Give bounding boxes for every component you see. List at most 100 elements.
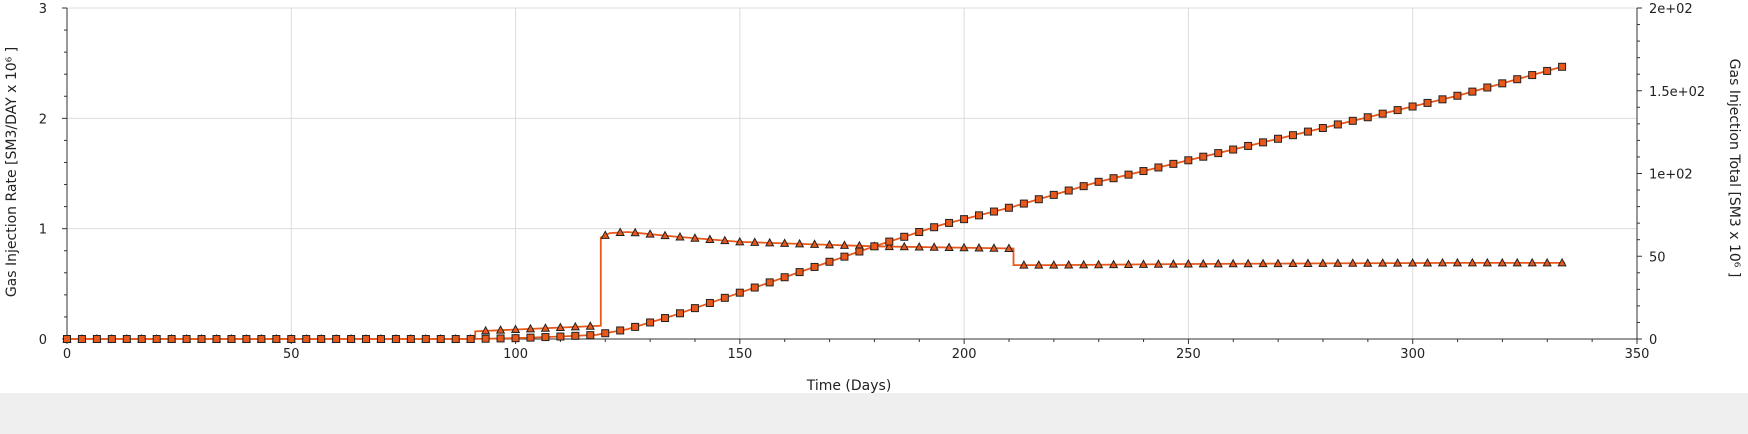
data-point-triangle	[989, 243, 999, 252]
data-point-triangle	[1258, 258, 1268, 268]
data-point-square	[571, 331, 580, 340]
data-point-triangle	[480, 325, 491, 335]
y-left-tick-label: 1	[39, 223, 47, 238]
data-point-square	[1229, 145, 1238, 154]
data-point-triangle	[1168, 259, 1179, 268]
data-point-triangle	[1348, 258, 1358, 267]
series-right-square	[63, 62, 1567, 343]
data-point-triangle	[1108, 259, 1119, 269]
data-point-square	[107, 335, 116, 343]
data-point-triangle	[585, 321, 595, 330]
data-point-triangle	[510, 324, 521, 334]
data-point-triangle	[1183, 258, 1193, 268]
data-point-triangle	[615, 227, 625, 236]
data-point-square	[1528, 71, 1537, 80]
data-point-square	[1049, 190, 1058, 199]
x-tick-label: 100	[503, 347, 528, 362]
data-point-square	[1199, 152, 1208, 161]
y-right-tick-label: 2e+02	[1649, 2, 1693, 17]
data-point-square	[765, 278, 774, 287]
data-point-square	[421, 335, 430, 343]
data-point-square	[317, 335, 326, 343]
data-point-square	[347, 335, 356, 343]
data-point-triangle	[690, 233, 700, 242]
tick-labels: 0 50 100 150 200 250 300 35001230501e+021.5e+02…	[39, 2, 1705, 362]
data-point-square	[1214, 149, 1223, 158]
data-point-square	[1169, 159, 1178, 168]
data-point-square	[735, 288, 744, 297]
data-point-triangle	[705, 234, 715, 243]
data-point-triangle	[1392, 258, 1403, 267]
data-point-square	[481, 334, 490, 343]
data-point-triangle	[630, 227, 640, 237]
data-point-triangle	[765, 237, 775, 247]
data-point-triangle	[929, 242, 939, 251]
data-point-triangle	[944, 242, 954, 252]
data-point-square	[1378, 109, 1387, 118]
y-right-axis-title: Gas Injection Total [SM3 x 10⁶ ]	[1726, 59, 1742, 278]
x-tick-label: 150	[727, 347, 752, 362]
data-point-triangle	[570, 321, 580, 331]
data-point-square	[1513, 75, 1522, 84]
data-point-square	[601, 329, 610, 338]
data-point-square	[1079, 182, 1088, 191]
data-point-triangle	[1303, 258, 1313, 267]
data-point-triangle	[735, 236, 745, 246]
data-point-triangle	[1557, 257, 1567, 267]
data-point-square	[825, 257, 834, 266]
data-point-square	[287, 335, 296, 343]
data-point-square	[675, 309, 684, 318]
data-point-square	[257, 335, 266, 343]
data-point-square	[945, 218, 954, 227]
data-point-triangle	[1318, 258, 1328, 267]
x-tick-label: 350	[1625, 347, 1650, 362]
data-point-triangle	[1378, 258, 1388, 267]
x-tick-label: 250	[1176, 347, 1201, 362]
data-point-square	[989, 207, 998, 216]
data-point-square	[720, 293, 729, 302]
data-point-square	[870, 242, 879, 251]
data-point-square	[1019, 199, 1028, 208]
data-point-triangle	[675, 231, 685, 241]
data-point-square	[152, 335, 161, 343]
data-point-triangle	[1467, 257, 1478, 267]
data-point-triangle	[720, 235, 730, 245]
data-point-square	[212, 335, 221, 343]
data-point-triangle	[600, 230, 610, 239]
data-point-square	[915, 228, 924, 237]
data-point-triangle	[525, 323, 536, 333]
data-point-square	[1244, 141, 1253, 150]
data-point-square	[436, 335, 445, 343]
x-axis-title: Time (Days)	[806, 378, 892, 393]
data-point-triangle	[1004, 243, 1014, 252]
data-point-triangle	[1213, 258, 1223, 268]
data-point-triangle	[1123, 259, 1134, 268]
data-point-square	[750, 283, 759, 292]
data-point-square	[1393, 106, 1402, 115]
data-point-triangle	[1138, 259, 1149, 268]
data-point-square	[77, 335, 86, 343]
data-point-triangle	[1198, 258, 1208, 268]
data-point-square	[1408, 102, 1417, 111]
data-point-triangle	[660, 230, 670, 240]
data-point-square	[616, 326, 625, 335]
data-point-square	[1558, 62, 1567, 71]
y-left-axis-title: Gas Injection Rate [SM3/DAY x 10⁶ ]	[4, 47, 20, 297]
series	[62, 62, 1567, 343]
data-point-square	[1004, 203, 1013, 212]
data-point-square	[810, 262, 819, 271]
data-point-square	[556, 332, 565, 341]
data-point-square	[302, 335, 311, 343]
data-point-square	[122, 335, 131, 343]
data-point-triangle	[645, 229, 655, 238]
data-point-square	[1468, 87, 1477, 96]
data-point-square	[975, 211, 984, 220]
data-point-square	[376, 335, 385, 343]
data-point-triangle	[750, 237, 760, 246]
data-point-square	[1483, 83, 1492, 92]
data-point-square	[1259, 138, 1268, 147]
data-point-square	[1109, 174, 1118, 183]
data-point-square	[406, 335, 415, 343]
data-point-triangle	[899, 241, 909, 251]
data-point-square	[1318, 124, 1327, 133]
